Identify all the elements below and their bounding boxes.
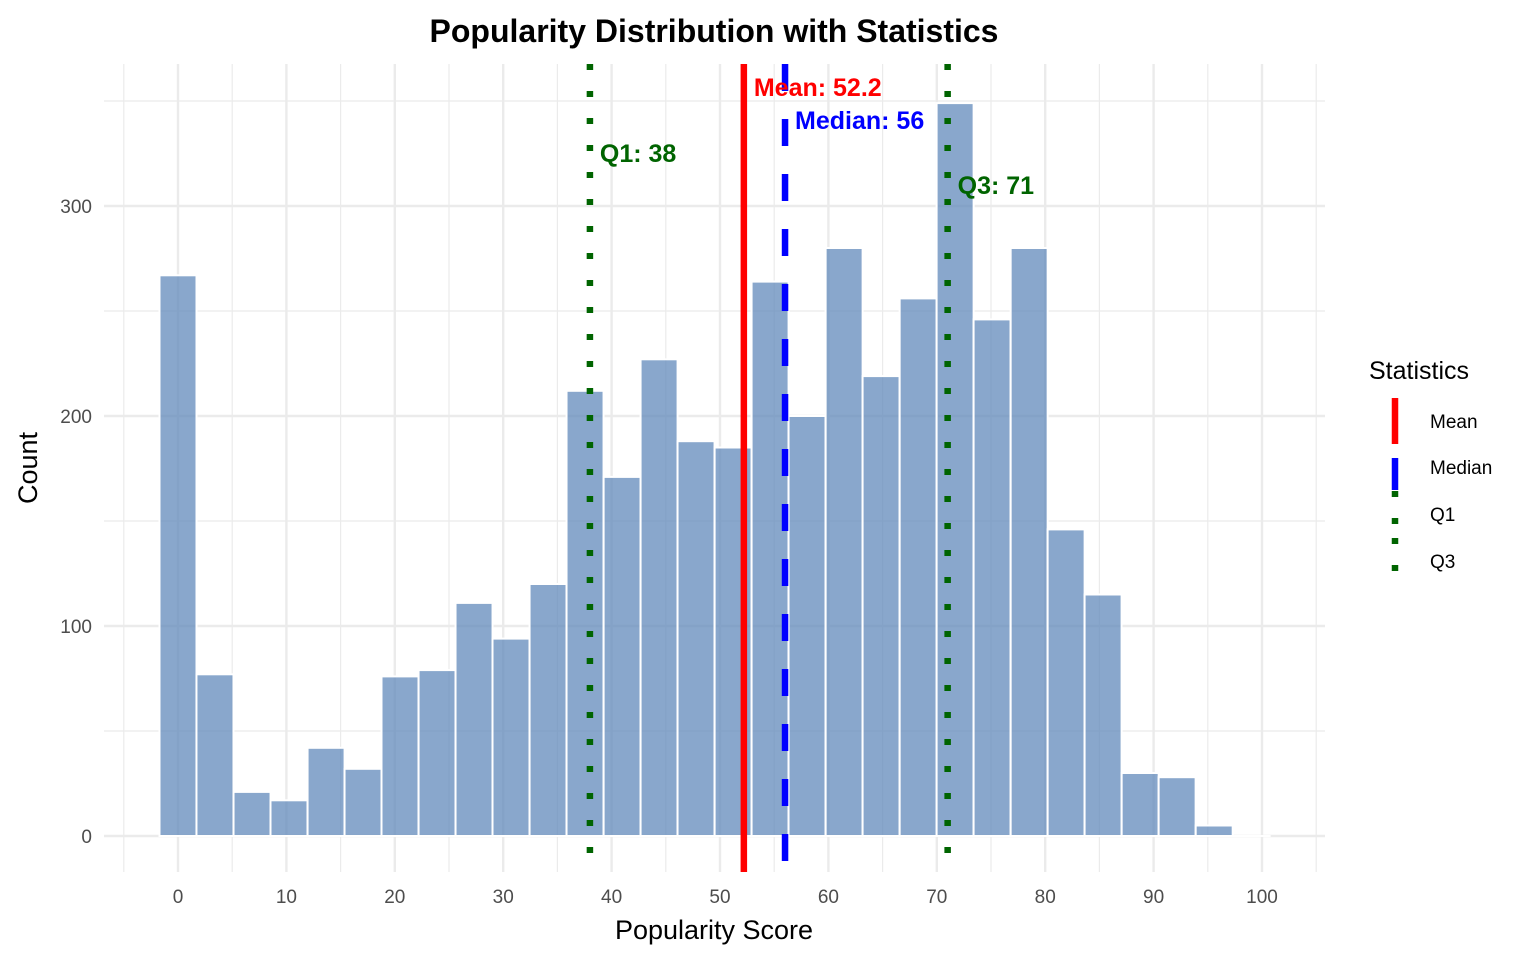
histogram-bar xyxy=(232,790,272,838)
y-tick-label: 200 xyxy=(60,407,92,428)
x-tick-label: 50 xyxy=(709,887,730,908)
statistic-annotations: Mean: 52.2 Median: 56 Q1: 38 Q3: 71 xyxy=(600,74,1034,200)
histogram-bar xyxy=(195,673,235,837)
histogram-bar xyxy=(1194,824,1234,837)
x-tick-label: 20 xyxy=(384,887,405,908)
x-tick-label: 10 xyxy=(276,887,297,908)
histogram-bar xyxy=(1083,593,1123,837)
stat-label-mean: Mean: 52.2 xyxy=(754,74,882,102)
histogram-bar xyxy=(676,440,716,837)
legend-title: Statistics xyxy=(1369,357,1469,385)
legend-label-q1: Q1 xyxy=(1430,505,1455,526)
legend-label-median: Median xyxy=(1430,458,1492,479)
x-tick-label: 30 xyxy=(493,887,514,908)
chart-title: Popularity Distribution with Statistics xyxy=(430,13,999,49)
histogram-bar xyxy=(306,746,346,837)
histogram-bar xyxy=(787,415,827,837)
histogram-bar xyxy=(972,318,1012,837)
histogram-bar xyxy=(639,358,679,837)
x-tick-label: 90 xyxy=(1143,887,1164,908)
y-tick-label: 300 xyxy=(60,197,92,218)
histogram-bar xyxy=(380,675,420,838)
stat-label-median: Median: 56 xyxy=(795,107,924,135)
x-tick-label: 40 xyxy=(601,887,622,908)
histogram-bar xyxy=(565,389,605,837)
histogram-bar xyxy=(1009,247,1049,837)
histogram-bar xyxy=(454,601,494,838)
histogram-bar xyxy=(528,583,568,837)
histogram-bar xyxy=(417,669,457,837)
y-tick-label: 100 xyxy=(60,617,92,638)
stat-label-q3: Q3: 71 xyxy=(958,172,1035,200)
x-tick-label: 70 xyxy=(926,887,947,908)
y-axis-ticks: 0 100 200 300 xyxy=(60,197,92,848)
histogram-bar xyxy=(269,799,309,837)
x-axis-ticks: 0 10 20 30 40 50 60 70 80 90 100 xyxy=(173,887,1278,908)
histogram-bar xyxy=(1120,772,1160,837)
histogram-bar xyxy=(861,375,901,837)
histogram-bar xyxy=(824,247,864,837)
legend-keys: Mean Median Q1 Q3 xyxy=(1391,398,1492,584)
x-axis-title: Popularity Score xyxy=(615,915,813,945)
x-tick-label: 60 xyxy=(818,887,839,908)
y-tick-label: 0 xyxy=(81,827,92,848)
histogram-bar xyxy=(935,102,975,838)
histogram-bar xyxy=(158,274,198,837)
x-tick-label: 80 xyxy=(1035,887,1056,908)
histogram-bar xyxy=(602,475,642,837)
bars xyxy=(158,102,1271,838)
x-tick-label: 0 xyxy=(173,887,184,908)
histogram-bar xyxy=(343,767,383,837)
histogram-bar xyxy=(1157,776,1197,838)
histogram-bar xyxy=(898,297,938,837)
x-tick-label: 100 xyxy=(1246,887,1278,908)
histogram-bar xyxy=(1046,528,1086,838)
stat-label-q1: Q1: 38 xyxy=(600,140,677,168)
statistic-lines xyxy=(586,64,951,872)
legend-label-mean: Mean xyxy=(1430,412,1478,433)
legend: Statistics Mean Median Q1 Q3 xyxy=(1369,357,1492,584)
histogram-bar xyxy=(491,637,531,837)
legend-label-q3: Q3 xyxy=(1430,552,1455,573)
y-axis-title: Count xyxy=(13,431,43,504)
